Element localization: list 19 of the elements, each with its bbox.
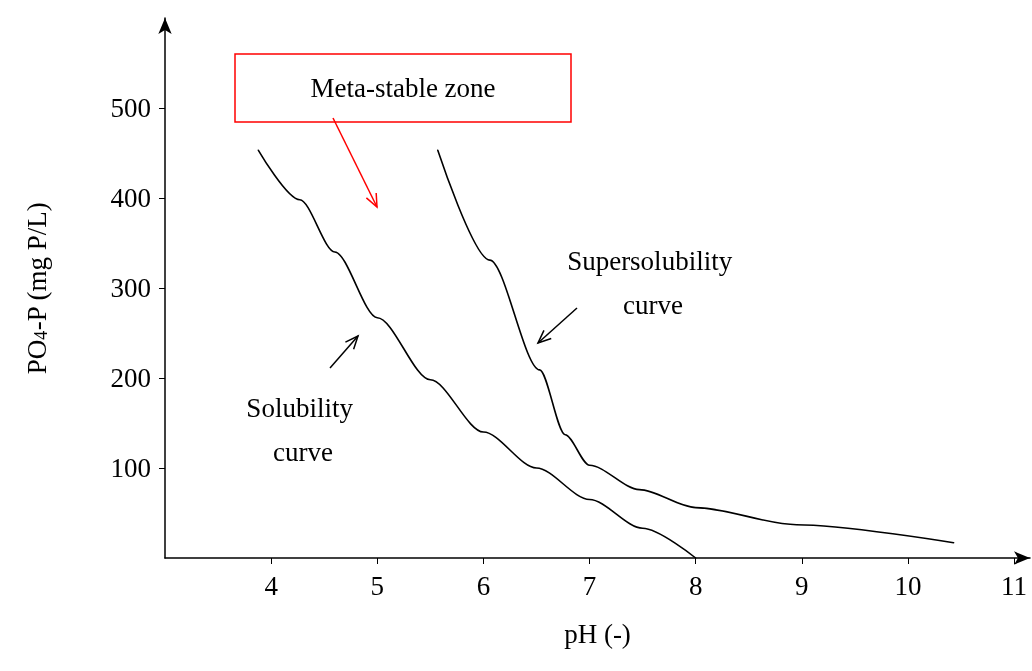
y-tick-label: 500 — [110, 93, 151, 123]
x-tick-label: 9 — [795, 570, 809, 601]
y-tick-label: 300 — [110, 273, 151, 303]
y-axis-title: PO4-P (mg P/L) — [21, 202, 52, 375]
line-series — [436, 149, 955, 544]
x-tick-label: 11 — [1001, 570, 1028, 601]
x-tick-label: 7 — [582, 570, 597, 601]
annotation: Meta-stable zone — [310, 73, 496, 103]
y-tick-label: 100 — [110, 453, 151, 483]
x-tick-label: 8 — [688, 570, 703, 601]
x-tick-label: 10 — [894, 570, 922, 601]
x-axis-title: pH (-) — [564, 618, 631, 649]
x-tick-label: 4 — [264, 570, 279, 601]
annotation: Solubility curve — [246, 393, 360, 467]
x-tick-label: 6 — [476, 570, 491, 601]
x-tick-label: 5 — [370, 570, 385, 601]
y-tick-label: 200 — [110, 363, 151, 393]
annotation: Supersolubility curve — [567, 246, 739, 320]
y-tick-label: 400 — [110, 183, 151, 213]
